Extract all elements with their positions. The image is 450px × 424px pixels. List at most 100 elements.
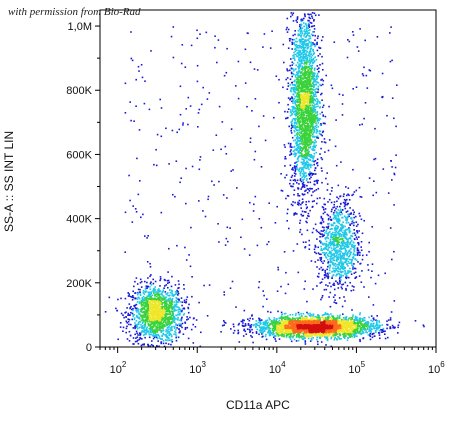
data-point bbox=[153, 336, 156, 339]
data-point bbox=[130, 323, 132, 326]
data-point bbox=[316, 103, 319, 105]
data-point bbox=[185, 167, 187, 170]
data-point bbox=[259, 330, 262, 333]
data-point bbox=[371, 226, 373, 228]
data-point bbox=[136, 328, 139, 330]
data-point bbox=[134, 307, 136, 309]
data-point bbox=[359, 317, 362, 320]
data-point bbox=[286, 220, 288, 222]
data-point bbox=[311, 187, 313, 190]
data-point bbox=[166, 301, 168, 303]
data-point bbox=[298, 53, 300, 56]
data-point bbox=[341, 287, 343, 290]
data-point bbox=[391, 166, 393, 168]
data-point bbox=[306, 119, 308, 122]
data-point bbox=[340, 224, 342, 226]
data-point bbox=[300, 213, 302, 216]
data-point bbox=[312, 89, 315, 91]
data-point bbox=[316, 101, 319, 104]
data-point bbox=[156, 133, 159, 136]
data-point bbox=[333, 259, 336, 262]
data-point bbox=[312, 313, 315, 316]
data-point bbox=[340, 271, 342, 273]
data-point bbox=[150, 298, 152, 300]
data-point bbox=[322, 251, 324, 254]
data-point bbox=[165, 302, 168, 304]
data-point bbox=[277, 310, 279, 313]
data-point bbox=[144, 80, 146, 82]
data-point bbox=[346, 274, 348, 277]
data-point bbox=[357, 319, 359, 321]
data-point bbox=[181, 44, 184, 46]
data-point bbox=[365, 331, 367, 333]
data-point bbox=[328, 272, 331, 274]
data-point bbox=[220, 331, 222, 333]
data-point bbox=[312, 156, 315, 158]
data-point bbox=[342, 332, 345, 335]
data-point bbox=[304, 161, 307, 164]
data-point bbox=[259, 323, 262, 326]
data-point bbox=[303, 175, 305, 177]
data-point bbox=[308, 56, 311, 58]
data-point bbox=[371, 328, 373, 331]
data-point bbox=[171, 307, 174, 310]
data-point bbox=[307, 152, 310, 155]
data-point bbox=[292, 336, 294, 339]
data-point bbox=[330, 257, 333, 260]
data-point bbox=[349, 250, 351, 252]
data-point bbox=[351, 333, 353, 335]
data-point bbox=[333, 301, 336, 304]
data-point bbox=[348, 262, 350, 264]
data-point bbox=[299, 179, 302, 182]
data-point bbox=[342, 226, 345, 229]
data-point bbox=[187, 318, 189, 320]
data-point bbox=[214, 46, 216, 49]
data-point bbox=[373, 325, 375, 328]
data-point bbox=[319, 153, 321, 155]
data-point bbox=[332, 248, 335, 251]
data-point bbox=[322, 262, 324, 264]
data-point bbox=[326, 339, 329, 342]
data-point bbox=[257, 324, 259, 326]
data-point bbox=[289, 90, 292, 92]
data-point bbox=[309, 58, 311, 60]
data-point bbox=[341, 103, 344, 105]
data-point bbox=[360, 241, 363, 243]
data-point bbox=[334, 231, 336, 234]
data-point bbox=[253, 203, 255, 206]
data-point bbox=[332, 269, 335, 272]
data-point bbox=[189, 105, 192, 107]
data-point bbox=[286, 31, 289, 33]
data-point bbox=[145, 290, 147, 292]
data-point bbox=[309, 21, 312, 24]
data-point bbox=[313, 60, 316, 62]
data-point bbox=[160, 107, 163, 109]
data-point bbox=[305, 179, 308, 182]
data-point bbox=[312, 50, 315, 53]
data-point bbox=[357, 242, 359, 244]
data-point bbox=[305, 30, 307, 33]
data-point bbox=[315, 83, 317, 86]
data-point bbox=[207, 195, 210, 198]
data-point bbox=[305, 241, 307, 243]
data-point bbox=[306, 206, 308, 208]
data-point bbox=[349, 258, 351, 261]
data-point bbox=[332, 283, 334, 286]
data-point bbox=[246, 32, 249, 34]
data-point bbox=[160, 338, 162, 340]
data-point bbox=[373, 318, 375, 321]
data-point bbox=[176, 290, 179, 293]
data-point bbox=[353, 319, 356, 321]
data-point bbox=[297, 49, 299, 52]
data-point bbox=[137, 308, 139, 310]
data-point bbox=[127, 292, 129, 294]
data-point bbox=[296, 119, 299, 121]
data-point bbox=[330, 251, 332, 254]
data-point bbox=[389, 32, 391, 34]
data-point bbox=[298, 143, 300, 146]
data-point bbox=[152, 289, 154, 291]
data-point bbox=[130, 31, 132, 33]
data-point bbox=[178, 331, 180, 334]
data-point bbox=[324, 244, 327, 246]
data-point bbox=[322, 114, 324, 116]
